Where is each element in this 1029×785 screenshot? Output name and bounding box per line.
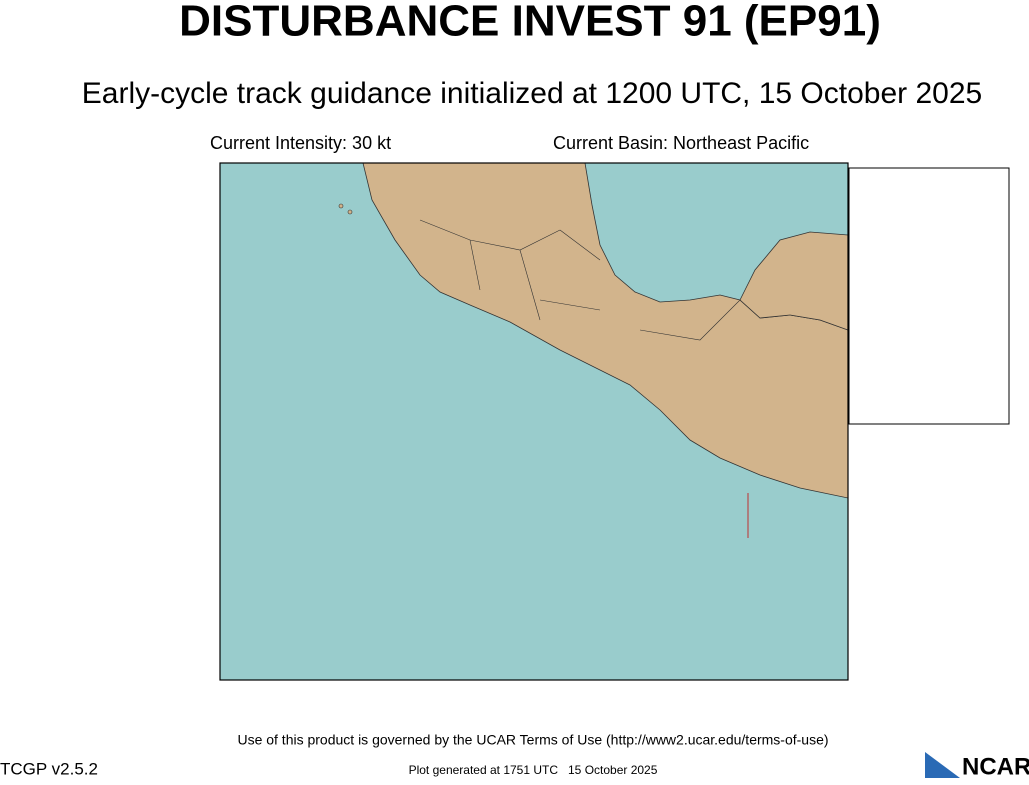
legend-box (848, 167, 1010, 425)
intensity: Current Intensity: 30 kt (210, 133, 391, 153)
basin: Current Basin: Northeast Pacific (553, 133, 809, 153)
generated: Plot generated at 1751 UTC 15 October 20… (409, 763, 658, 777)
logo-mark (925, 752, 960, 778)
logo: NCAR (962, 753, 1029, 780)
plot-frame (219, 162, 849, 681)
version: TCGP v2.5.2 (0, 759, 98, 778)
terms: Use of this product is governed by the U… (237, 732, 828, 748)
land (338, 163, 848, 538)
title: DISTURBANCE INVEST 91 (EP91) (179, 0, 881, 46)
subtitle: Early-cycle track guidance initialized a… (82, 77, 982, 110)
